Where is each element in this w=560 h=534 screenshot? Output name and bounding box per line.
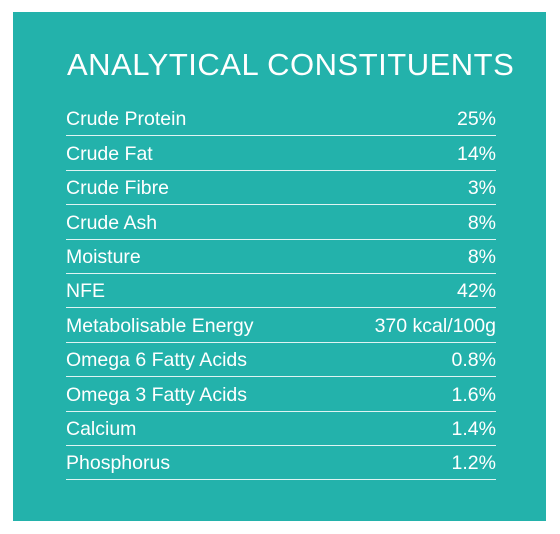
row-label: Crude Ash <box>66 211 158 234</box>
row-value: 3% <box>467 177 496 200</box>
table-row: Crude Ash 8% <box>66 205 496 240</box>
row-label: Omega 3 Fatty Acids <box>66 383 247 406</box>
row-value: 14% <box>456 142 496 165</box>
constituents-table: Crude Protein 25% Crude Fat 14% Crude Fi… <box>66 102 496 481</box>
row-label: Crude Fibre <box>66 177 169 200</box>
table-row: Crude Fibre 3% <box>66 171 496 206</box>
row-label: Phosphorus <box>66 452 171 475</box>
table-row: NFE 42% <box>66 274 496 309</box>
table-row: Calcium 1.4% <box>66 412 496 446</box>
row-label: Omega 6 Fatty Acids <box>66 349 247 372</box>
row-value: 1.6% <box>451 383 496 406</box>
row-value: 370 kcal/100g <box>374 314 496 337</box>
constituents-panel: ANALYTICAL CONSTITUENTS Crude Protein 25… <box>13 12 546 521</box>
row-label: Metabolisable Energy <box>66 314 254 337</box>
row-label: Moisture <box>66 245 141 268</box>
row-label: Calcium <box>66 417 137 440</box>
table-row: Omega 6 Fatty Acids 0.8% <box>66 343 496 378</box>
row-label: NFE <box>66 280 105 303</box>
row-value: 8% <box>467 211 496 234</box>
table-row: Phosphorus 1.2% <box>66 446 496 481</box>
row-value: 42% <box>456 280 496 303</box>
table-row: Metabolisable Energy 370 kcal/100g <box>66 308 496 343</box>
table-row: Crude Protein 25% <box>66 102 496 137</box>
table-row: Moisture 8% <box>66 240 496 274</box>
panel-title: ANALYTICAL CONSTITUENTS <box>67 47 515 82</box>
row-label: Crude Protein <box>66 108 187 131</box>
row-label: Crude Fat <box>66 142 153 165</box>
row-value: 1.4% <box>451 417 496 440</box>
table-row: Omega 3 Fatty Acids 1.6% <box>66 377 496 412</box>
row-value: 8% <box>467 245 496 268</box>
row-value: 0.8% <box>451 349 496 372</box>
row-value: 25% <box>456 108 496 131</box>
row-value: 1.2% <box>451 452 496 475</box>
table-row: Crude Fat 14% <box>66 136 496 171</box>
